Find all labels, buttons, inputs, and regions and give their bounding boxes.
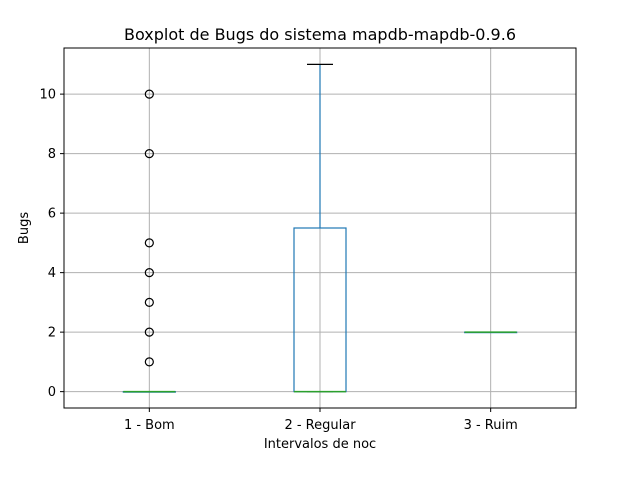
outlier-point	[144, 149, 154, 159]
y-tick-label: 10	[39, 88, 56, 103]
y-axis-label: Bugs	[17, 212, 32, 244]
y-tick-label: 0	[48, 385, 56, 400]
chart-title: Boxplot de Bugs do sistema mapdb-mapdb-0…	[124, 25, 516, 44]
outlier-point	[144, 297, 154, 307]
outlier-point	[144, 238, 154, 248]
y-tick-label: 2	[48, 326, 56, 341]
x-axis-label: Intervalos de noc	[264, 437, 376, 452]
x-tick-label: 1 - Bom	[124, 418, 175, 433]
outlier-point	[144, 89, 154, 99]
outlier-point	[144, 357, 154, 367]
axes: 0 2 4 6 8 10 1 - Bom 2 - Regular 3 - Ruim	[39, 88, 517, 433]
plot-elements	[122, 63, 518, 393]
y-tick-label: 6	[48, 207, 56, 222]
x-tick-label: 2 - Regular	[284, 418, 356, 433]
y-tick-label: 8	[48, 147, 56, 162]
y-tick-label: 4	[48, 266, 56, 281]
outlier-point	[144, 268, 154, 278]
outlier-point	[144, 327, 154, 337]
x-tick-label: 3 - Ruim	[464, 418, 518, 433]
